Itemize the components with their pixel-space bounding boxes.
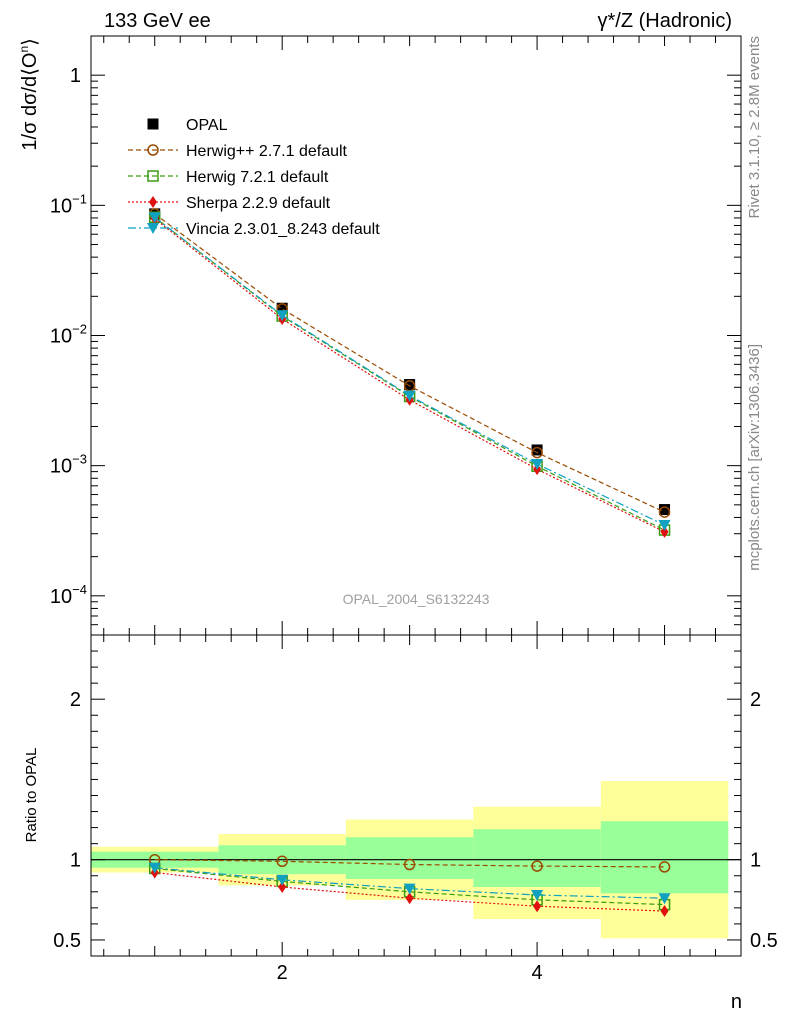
y-tick-label: 10−4 xyxy=(50,582,87,608)
herwigpp-ratio-point xyxy=(658,861,671,873)
sherpa-line xyxy=(154,218,665,533)
ratio-band-green xyxy=(473,829,601,887)
ratio-y-tick-label-right: 2 xyxy=(750,689,761,711)
vincia-point xyxy=(531,458,544,470)
legend-marker-vincia xyxy=(147,223,159,234)
herwigpp-ratio-line xyxy=(154,859,665,868)
main-y-label: 1/σ dσ/d⟨On⟩ xyxy=(17,38,41,151)
y-tick-label: 10−3 xyxy=(50,452,87,478)
sherpa-ratio-point xyxy=(660,905,669,918)
x-tick-label: 2 xyxy=(277,962,288,984)
herwigpp-point xyxy=(658,506,671,518)
ratio-y-tick-label-right: 1 xyxy=(750,850,761,872)
vincia-point xyxy=(403,390,416,402)
header-right: γ*/Z (Hadronic) xyxy=(598,10,732,32)
herwigpp-line xyxy=(154,213,665,513)
vincia-ratio-point xyxy=(148,862,161,874)
herwig7-line xyxy=(154,216,665,531)
data-point xyxy=(531,444,543,456)
herwigpp-ratio-point xyxy=(276,855,288,868)
ratio-y-tick-label-right: 0.5 xyxy=(750,930,778,952)
y-tick-label: 1 xyxy=(70,65,81,87)
mcplots-label: mcplots.cern.ch [arXiv:1306.3436] xyxy=(746,344,763,571)
vincia-point xyxy=(658,520,671,532)
sherpa-ratio-point xyxy=(278,880,287,893)
rivet-label: Rivet 3.1.10, ≥ 2.8M events xyxy=(746,36,763,219)
y-tick-label: 10−2 xyxy=(50,322,87,348)
vincia-ratio-line xyxy=(154,867,665,899)
vincia-line xyxy=(154,216,665,526)
sherpa-ratio-point xyxy=(405,892,414,905)
legend-label-data: OPAL xyxy=(186,117,228,134)
herwig7-ratio-line xyxy=(154,867,665,906)
herwigpp-point xyxy=(531,446,543,459)
ratio-y-tick-label: 2 xyxy=(70,689,81,711)
ratio-panel: 0.5 0.5 1 1 2 2 2 4 xyxy=(53,634,778,984)
data-point xyxy=(404,379,416,391)
herwigpp-ratio-point xyxy=(531,860,543,872)
ratio-y-tick-label: 0.5 xyxy=(53,930,81,952)
sherpa-ratio-point xyxy=(533,900,542,913)
ratio-y-tick-label: 1 xyxy=(70,850,81,872)
ratio-y-label: Ratio to OPAL xyxy=(23,748,40,843)
herwigpp-ratio-point xyxy=(403,858,416,871)
data-point xyxy=(659,504,671,516)
y-tick-label: 10−1 xyxy=(50,191,87,217)
x-axis-label: n xyxy=(731,991,742,1013)
ratio-band-green xyxy=(600,821,729,894)
x-tick-label: 4 xyxy=(532,962,543,984)
legend-label-sherpa: Sherpa 2.2.9 default xyxy=(186,195,331,212)
vincia-ratio-point xyxy=(531,890,544,902)
vincia-point xyxy=(276,310,289,322)
sherpa-point xyxy=(660,525,669,538)
legend: OPAL Herwig++ 2.7.1 default Herwig 7.2.1 d… xyxy=(128,117,380,238)
legend-label-vincia: Vincia 2.3.01_8.243 default xyxy=(186,221,380,238)
legend-label-herwigpp: Herwig++ 2.7.1 default xyxy=(186,143,348,160)
legend-marker-sherpa xyxy=(149,196,157,208)
vincia-ratio-point xyxy=(658,893,671,905)
vincia-ratio-point xyxy=(276,874,289,886)
main-panel: 1 10−1 10−2 10−3 10−4 1/σ dσ/d⟨On⟩ xyxy=(17,35,742,636)
data-point xyxy=(276,302,288,314)
ratio-band-green xyxy=(345,837,474,879)
legend-marker-data xyxy=(147,118,159,130)
legend-label-herwig7: Herwig 7.2.1 default xyxy=(186,169,329,186)
legend-marker-herwig7 xyxy=(147,170,159,182)
vincia-point xyxy=(148,212,161,224)
watermark: OPAL_2004_S6132243 xyxy=(343,591,490,607)
header-left: 133 GeV ee xyxy=(104,10,211,32)
legend-marker-herwigpp xyxy=(147,144,159,156)
vincia-ratio-point xyxy=(403,883,416,895)
